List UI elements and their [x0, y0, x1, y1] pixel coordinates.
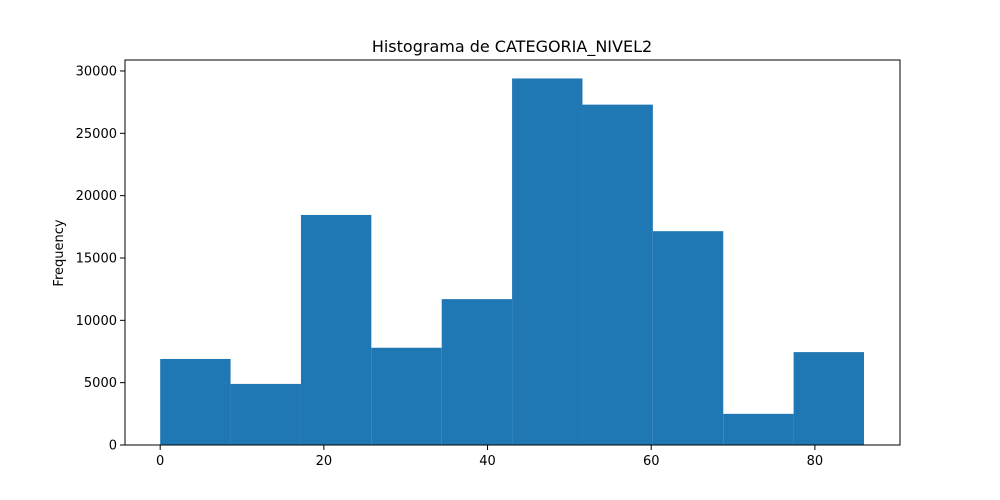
- x-tick-label: 0: [156, 454, 164, 469]
- y-tick-label: 15000: [76, 251, 117, 266]
- plot-frame: [124, 59, 901, 446]
- x-tick-label: 40: [479, 454, 496, 469]
- bar: [512, 78, 583, 445]
- y-tick-label: 10000: [76, 314, 117, 329]
- bar: [582, 104, 653, 445]
- y-tick-label: 5000: [84, 376, 117, 391]
- chart-title: Histograma de CATEGORIA_NIVEL2: [372, 37, 652, 57]
- x-tick-label: 80: [807, 454, 824, 469]
- y-axis-label: Frequency: [52, 219, 67, 286]
- y-tick-label: 30000: [76, 64, 117, 79]
- y-tick-label: 0: [109, 439, 117, 454]
- x-tick-label: 60: [643, 454, 660, 469]
- bar: [230, 383, 301, 445]
- bar: [793, 352, 864, 445]
- bar: [652, 231, 724, 445]
- x-tick-label: 20: [316, 454, 333, 469]
- bar: [160, 358, 231, 445]
- bar: [441, 299, 513, 445]
- bar: [371, 347, 442, 445]
- bar: [300, 214, 372, 445]
- y-tick-label: 20000: [76, 189, 117, 204]
- y-tick-label: 25000: [76, 127, 117, 142]
- bar: [723, 413, 794, 445]
